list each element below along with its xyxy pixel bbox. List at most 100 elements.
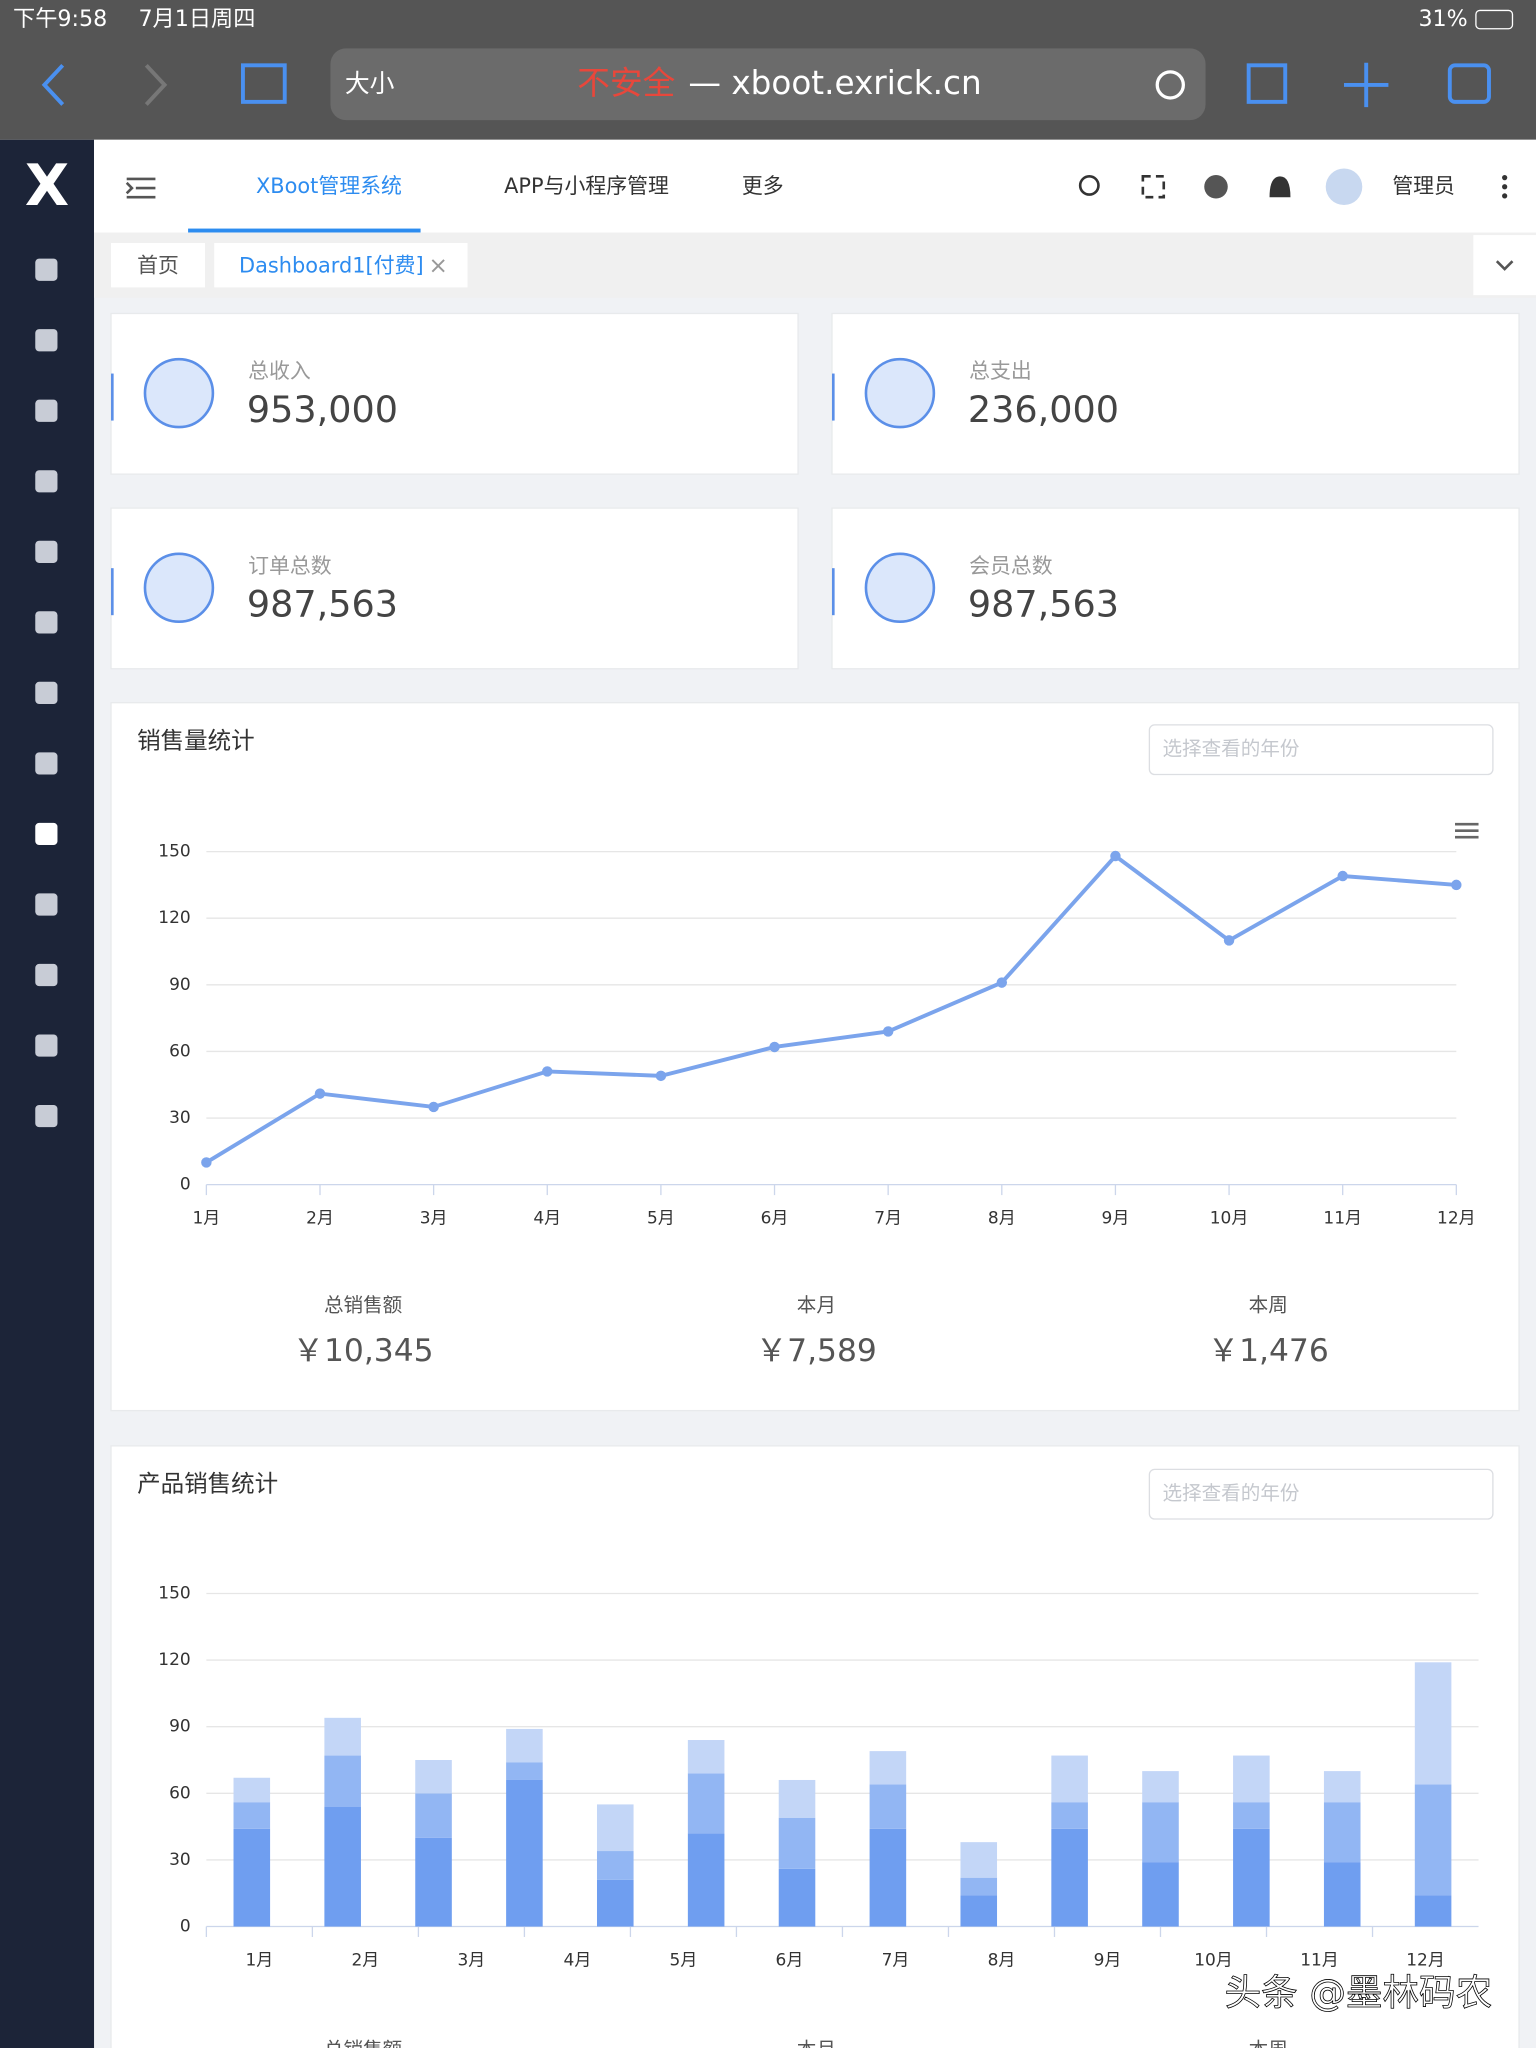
insecure-label: 不安全 [577, 64, 675, 102]
card-label: 订单总数 [248, 554, 332, 578]
notifications[interactable] [1269, 176, 1291, 198]
point [1451, 879, 1462, 891]
sidebar-icon[interactable] [35, 1034, 58, 1057]
point [769, 1041, 780, 1053]
sidebar-icon[interactable] [35, 752, 58, 775]
point [1110, 850, 1121, 862]
nav-menu[interactable]: APP与小程序管理 [504, 174, 669, 198]
bar-segment [1414, 1662, 1452, 1785]
year-picker[interactable] [1148, 1468, 1494, 1520]
forward-button[interactable] [144, 63, 168, 106]
bar-segment [1051, 1802, 1088, 1829]
y-tick-label: 120 [158, 908, 190, 928]
more [1502, 193, 1508, 199]
x-tick-label: 10月 [1210, 1209, 1249, 1229]
sidebar-icon[interactable] [35, 681, 58, 704]
x-tick-label: 4月 [533, 1209, 561, 1229]
address-bar[interactable] [330, 48, 1206, 121]
x-tick-label: 10月 [1194, 1950, 1233, 1970]
back-button[interactable] [41, 63, 65, 106]
tab-dropdown[interactable] [1473, 235, 1536, 296]
user-name[interactable]: 管理员 [1392, 174, 1455, 198]
sidebar-icon[interactable] [35, 470, 58, 493]
y-tick-label: 150 [158, 842, 190, 862]
sidebar-icon[interactable] [35, 399, 58, 422]
y-tick-label: 90 [169, 1717, 191, 1737]
reload[interactable] [1155, 70, 1185, 100]
stat-card [110, 312, 799, 475]
text-size[interactable]: 大小 [345, 69, 395, 98]
share[interactable] [1246, 63, 1288, 104]
sidebar-icon[interactable] [35, 822, 58, 846]
x-tick-label: 3月 [458, 1950, 486, 1970]
nav-menu[interactable]: 更多 [742, 174, 784, 198]
tab-close[interactable] [431, 259, 445, 273]
nav-menu[interactable]: XBoot管理系统 [256, 174, 402, 198]
x-tick-label: 11月 [1323, 1209, 1362, 1229]
y-tick-label: 60 [169, 1041, 191, 1061]
summary-label: 本月 [797, 2038, 836, 2048]
bar-segment [506, 1728, 543, 1763]
avatar[interactable] [1325, 168, 1363, 206]
sales-line [205, 853, 1457, 1165]
x-tick-label: 9月 [1094, 1950, 1122, 1970]
bar-segment [778, 1779, 816, 1818]
point [201, 1157, 212, 1168]
bar-segment [687, 1740, 725, 1774]
sidebar-icon[interactable] [35, 1104, 58, 1128]
x-tick-label: 2月 [352, 1950, 380, 1970]
bar-segment [778, 1868, 816, 1927]
point [996, 977, 1008, 988]
bar-segment [506, 1779, 543, 1927]
point [314, 1088, 326, 1099]
y-tick-label: 150 [158, 1583, 190, 1603]
more[interactable] [1502, 175, 1508, 181]
summary-label: 本周 [1249, 1294, 1288, 1317]
x-tick-label: 11月 [1300, 1950, 1339, 1970]
year-picker[interactable] [1148, 724, 1494, 776]
sidebar-icon[interactable] [35, 540, 58, 563]
bar-segment [1323, 1862, 1361, 1927]
summary-label: 本周 [1249, 2038, 1288, 2048]
point [1337, 870, 1348, 882]
card-value: 236,000 [968, 388, 1119, 431]
tabs-button[interactable] [1447, 63, 1491, 104]
bar-segment [960, 1895, 998, 1927]
sidebar-icon[interactable] [35, 329, 58, 352]
language[interactable] [1204, 175, 1228, 199]
new-tab[interactable] [1344, 62, 1389, 108]
card-label: 总收入 [248, 359, 311, 383]
fullscreen[interactable] [1141, 175, 1166, 199]
search[interactable] [1078, 175, 1100, 196]
status-time: 下午9:58 [13, 6, 107, 32]
chart-menu[interactable] [1455, 822, 1479, 839]
card-accent [832, 373, 835, 421]
card-value: 987,563 [247, 583, 398, 626]
tab[interactable] [214, 242, 468, 288]
bar-segment [233, 1802, 271, 1829]
panel-title: 销售量统计 [137, 726, 255, 754]
bar-segment [1142, 1802, 1179, 1863]
sidebar [0, 139, 95, 2048]
x-tick-label: 8月 [988, 1209, 1016, 1229]
point [542, 1066, 553, 1077]
stat-card [831, 312, 1520, 475]
tab[interactable] [111, 242, 206, 288]
battery: 31% [1418, 6, 1467, 32]
panel-title: 产品销售统计 [137, 1470, 278, 1498]
bookmarks[interactable] [240, 63, 287, 104]
y-tick-label: 30 [169, 1108, 191, 1128]
sidebar-icon[interactable] [35, 893, 58, 916]
sidebar-icon[interactable] [35, 963, 58, 987]
sidebar-icon[interactable] [35, 611, 58, 634]
menu-toggle[interactable] [125, 177, 156, 199]
bar-segment [778, 1817, 816, 1869]
bar-segment [233, 1777, 271, 1803]
stat-card [110, 507, 799, 670]
watermark: 头条 @墨林码农 [1225, 1971, 1493, 2014]
bar-segment [687, 1833, 725, 1927]
card-accent [111, 568, 114, 616]
bar-segment [1323, 1771, 1361, 1803]
sidebar-icon[interactable] [35, 258, 58, 281]
